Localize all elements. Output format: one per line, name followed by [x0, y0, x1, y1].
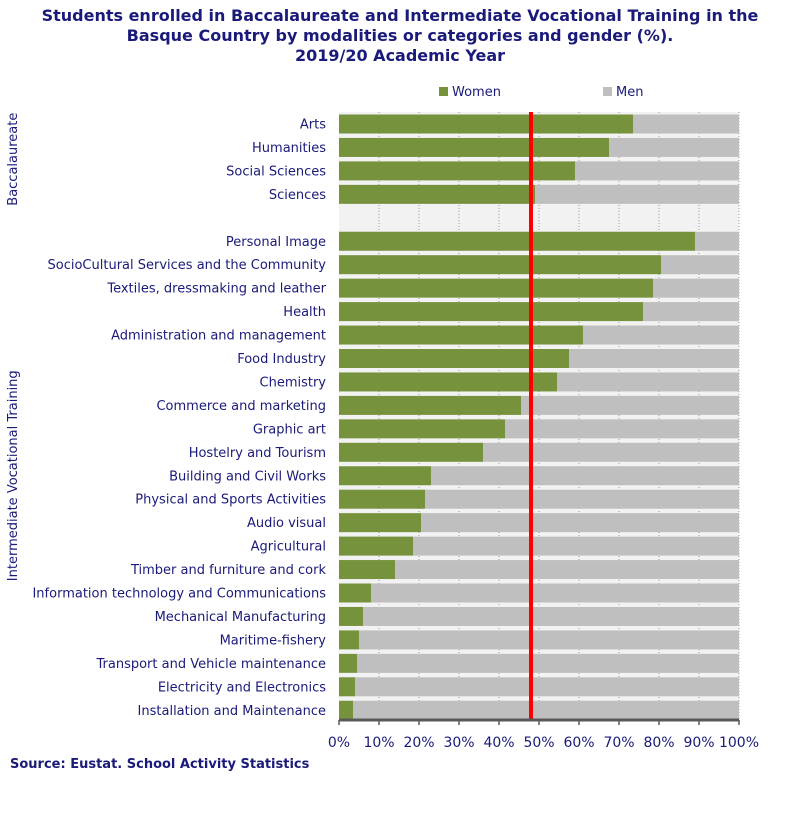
category-label: Information technology and Communication… — [32, 587, 326, 602]
bar-men — [413, 536, 739, 556]
bar-men — [483, 442, 739, 462]
bar-women — [339, 372, 557, 392]
bar-women — [339, 349, 569, 368]
x-tick-label: 50% — [523, 735, 554, 751]
bar-women — [339, 255, 661, 275]
legend-label-women: Women — [452, 85, 501, 100]
category-label: Transport and Vehicle maintenance — [95, 657, 326, 672]
bar-men — [535, 184, 739, 204]
legend-swatch-men — [603, 87, 612, 96]
bar-men — [575, 161, 739, 181]
category-label: Electricity and Electronics — [158, 680, 326, 695]
bar-men — [557, 372, 739, 392]
category-label: Sciences — [269, 188, 326, 203]
x-tick-label: 90% — [683, 735, 714, 751]
bar-men — [521, 395, 739, 415]
bar-men — [371, 583, 739, 603]
x-tick-label: 60% — [563, 735, 594, 751]
bar-women — [339, 560, 395, 580]
bar-men — [643, 302, 739, 322]
bar-men — [353, 700, 739, 720]
bar-men — [695, 231, 739, 251]
bar-women — [339, 161, 575, 181]
bar-women — [339, 513, 421, 533]
bar-women — [339, 583, 371, 603]
bar-women — [339, 442, 483, 462]
x-tick-label: 10% — [363, 735, 394, 751]
bar-men — [583, 325, 739, 345]
bar-women — [339, 137, 609, 157]
category-label: Health — [283, 305, 326, 320]
bar-women — [339, 630, 359, 650]
x-tick-label: 40% — [483, 735, 514, 751]
x-tick-label: 100% — [719, 735, 759, 751]
bar-men — [633, 114, 739, 134]
bar-women — [339, 278, 653, 298]
category-label: Personal Image — [226, 235, 326, 250]
x-tick-label: 70% — [603, 735, 634, 751]
bar-men — [653, 278, 739, 298]
category-label: Timber and furniture and cork — [130, 563, 326, 578]
x-tick-label: 0% — [328, 735, 350, 751]
bar-men — [609, 137, 739, 157]
source-note: Source: Eustat. School Activity Statisti… — [10, 757, 310, 772]
bar-men — [431, 466, 739, 486]
bar-women — [339, 700, 353, 720]
group-label: Intermediate Vocational Training — [6, 370, 21, 581]
bar-men — [357, 653, 739, 673]
group-label: Baccalaureate — [6, 113, 21, 206]
category-label: Administration and management — [111, 329, 326, 344]
legend-label-men: Men — [616, 85, 643, 100]
chart-title-line-1: Students enrolled in Baccalaureate and I… — [41, 6, 759, 25]
bar-women — [339, 325, 583, 345]
category-label: Installation and Maintenance — [138, 704, 326, 719]
category-label: Agricultural — [251, 540, 326, 555]
category-label: Maritime-fishery — [220, 633, 327, 648]
category-label: Building and Civil Works — [169, 469, 326, 484]
bar-men — [425, 489, 739, 509]
x-tick-label: 30% — [443, 735, 474, 751]
bar-women — [339, 114, 633, 134]
category-label: Hostelry and Tourism — [189, 446, 326, 461]
category-label: Audio visual — [247, 516, 326, 531]
category-label: SocioCultural Services and the Community — [48, 258, 327, 273]
bar-women — [339, 184, 535, 204]
category-label: Chemistry — [260, 375, 327, 390]
bar-men — [661, 255, 739, 275]
chart-title: Students enrolled in Baccalaureate and I… — [0, 6, 800, 66]
category-label: Humanities — [252, 141, 326, 156]
bar-women — [339, 419, 505, 439]
bar-men — [363, 606, 739, 626]
chart-title-line-2: Basque Country by modalities or categori… — [126, 26, 674, 45]
category-label: Physical and Sports Activities — [135, 493, 326, 508]
category-label: Commerce and marketing — [156, 399, 326, 414]
bar-women — [339, 653, 357, 673]
bar-men — [569, 349, 739, 368]
bar-women — [339, 466, 431, 486]
category-label: Textiles, dressmaking and leather — [106, 282, 326, 297]
bar-men — [359, 630, 739, 650]
bar-women — [339, 606, 363, 626]
legend-swatch-women — [439, 87, 448, 96]
category-label: Mechanical Manufacturing — [155, 610, 326, 625]
x-tick-label: 80% — [643, 735, 674, 751]
category-label: Food Industry — [237, 352, 326, 367]
category-label: Arts — [300, 118, 326, 133]
bar-women — [339, 536, 413, 556]
x-tick-label: 20% — [403, 735, 434, 751]
bar-women — [339, 677, 355, 697]
chart-title-line-3: 2019/20 Academic Year — [294, 46, 506, 65]
bar-men — [395, 560, 739, 580]
bar-men — [505, 419, 739, 439]
bar-women — [339, 231, 695, 251]
bar-men — [355, 677, 739, 697]
bar-women — [339, 489, 425, 509]
bar-women — [339, 395, 521, 415]
category-label: Social Sciences — [226, 164, 326, 179]
bar-men — [421, 513, 739, 533]
category-label: Graphic art — [253, 422, 326, 437]
bar-women — [339, 302, 643, 322]
